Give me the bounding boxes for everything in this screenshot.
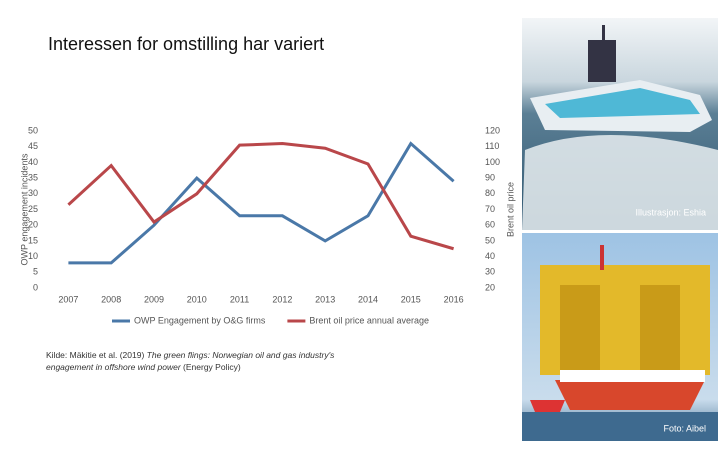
y2-tick-label: 110 bbox=[485, 141, 499, 151]
x-tick-label: 2012 bbox=[272, 294, 292, 304]
y-tick-label: 5 bbox=[33, 267, 38, 277]
y2-tick-label: 70 bbox=[485, 204, 495, 214]
legend-label: Brent oil price annual average bbox=[309, 315, 429, 325]
y2-tick-label: 90 bbox=[485, 172, 495, 182]
y2-tick-label: 60 bbox=[485, 220, 495, 230]
x-tick-label: 2007 bbox=[58, 294, 78, 304]
y2-tick-label: 50 bbox=[485, 235, 495, 245]
y2-tick-label: 100 bbox=[485, 157, 500, 167]
y-tick-label: 50 bbox=[28, 125, 38, 135]
series-line bbox=[67, 142, 455, 251]
y-tick-label: 15 bbox=[28, 235, 38, 245]
source-text: Kilde: Mäkitie et al. (2019) bbox=[46, 350, 145, 360]
photo-platform bbox=[522, 233, 718, 441]
x-tick-label: 2015 bbox=[401, 294, 421, 304]
y2-tick-label: 30 bbox=[485, 267, 495, 277]
source-title: The green flings: Norwegian oil and gas … bbox=[46, 350, 335, 372]
series-line bbox=[68, 141, 455, 265]
y-tick-label: 10 bbox=[28, 251, 38, 261]
x-tick-label: 2011 bbox=[230, 294, 249, 304]
photo-caption: Illustrasjon: Eshia bbox=[635, 207, 706, 217]
x-tick-label: 2016 bbox=[444, 294, 464, 304]
source-publication: (Energy Policy) bbox=[183, 362, 241, 372]
photo-caption: Foto: Aibel bbox=[663, 423, 706, 433]
x-tick-label: 2014 bbox=[358, 294, 378, 304]
y2-tick-label: 40 bbox=[485, 251, 495, 261]
y-tick-label: 30 bbox=[28, 188, 38, 198]
legend-label: OWP Engagement by O&G firms bbox=[134, 315, 266, 325]
y-axis-label: OWP engagement incidents bbox=[19, 153, 29, 265]
x-tick-label: 2013 bbox=[315, 294, 335, 304]
y-tick-label: 25 bbox=[28, 204, 38, 214]
y-tick-label: 45 bbox=[28, 141, 38, 151]
y-tick-label: 35 bbox=[28, 172, 38, 182]
y-tick-label: 40 bbox=[28, 157, 38, 167]
photo-vessel bbox=[522, 18, 718, 230]
x-tick-label: 2008 bbox=[101, 294, 121, 304]
y2-tick-label: 80 bbox=[485, 188, 495, 198]
y2-tick-label: 120 bbox=[485, 125, 500, 135]
y-tick-label: 0 bbox=[33, 282, 38, 292]
y2-axis-label: Brent oil price bbox=[505, 182, 515, 237]
y2-tick-label: 20 bbox=[485, 282, 495, 292]
chart-title: Interessen for omstilling har variert bbox=[48, 34, 324, 54]
source: Kilde: Mäkitie et al. (2019) The green f… bbox=[46, 349, 376, 373]
x-tick-label: 2009 bbox=[144, 294, 164, 304]
y-tick-label: 20 bbox=[28, 220, 38, 230]
x-tick-label: 2010 bbox=[187, 294, 207, 304]
